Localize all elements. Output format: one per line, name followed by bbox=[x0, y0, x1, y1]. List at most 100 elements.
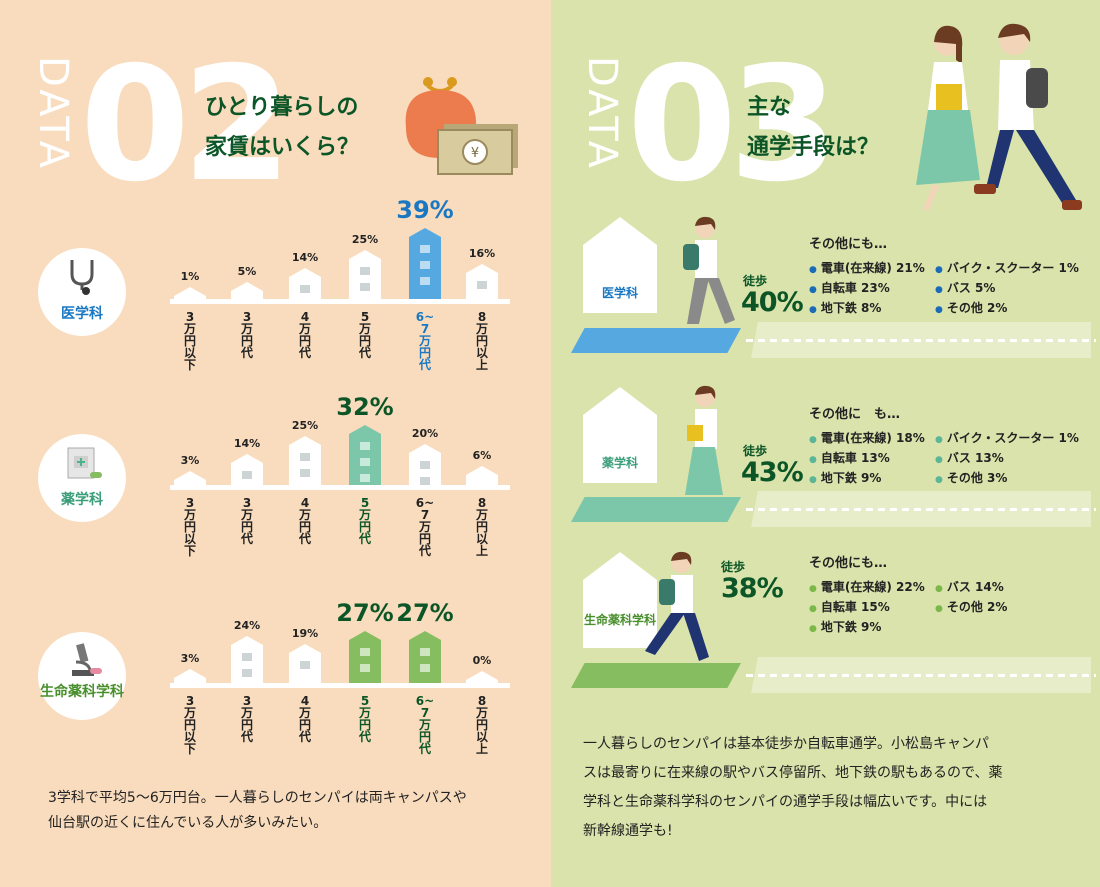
bar-window bbox=[360, 473, 370, 482]
other-transport-item: 地下鉄 9% bbox=[809, 618, 882, 635]
bar-roof bbox=[466, 264, 498, 274]
bar-roof bbox=[349, 424, 381, 434]
walking-students-illustration bbox=[916, 23, 1082, 212]
other-transport-item: 電車(在来線) 22% bbox=[809, 578, 925, 595]
category-label: 5万円代 bbox=[358, 496, 371, 546]
bar-value-label: 39% bbox=[396, 195, 454, 224]
walking-student-illustration bbox=[645, 551, 709, 661]
bar-body bbox=[174, 480, 206, 485]
category-label: 8万円以上 bbox=[475, 310, 488, 372]
bar-value-label: 6% bbox=[472, 449, 492, 463]
bar-window bbox=[477, 281, 487, 290]
bar-body bbox=[409, 236, 441, 299]
bar-window bbox=[300, 469, 310, 477]
bar-body bbox=[289, 445, 321, 485]
bar-roof bbox=[349, 630, 381, 640]
transport-title-line1: 主な bbox=[747, 95, 792, 120]
bar-roof bbox=[466, 466, 498, 476]
bar bbox=[174, 471, 206, 887]
category-label: 3万円以下 bbox=[183, 694, 196, 756]
bar-roof bbox=[174, 471, 206, 481]
road bbox=[571, 497, 741, 522]
bar-value-label: 20% bbox=[411, 427, 439, 440]
category-label: 3万円代 bbox=[240, 310, 253, 360]
bar-window bbox=[300, 660, 310, 669]
dept-label: 薬学科 bbox=[61, 492, 103, 508]
category-label: 3万円代 bbox=[240, 496, 253, 546]
bar-window bbox=[242, 652, 252, 661]
category-label: 5万円代 bbox=[358, 310, 371, 360]
transport-desc-line4: 新幹線通学も! bbox=[583, 823, 673, 839]
bar bbox=[289, 267, 321, 887]
bar-value-label: 24% bbox=[233, 618, 261, 632]
rent-desc-line2: 仙台駅の近くに住んでいる人が多いみたい。 bbox=[48, 815, 328, 831]
bar-value-label: 16% bbox=[468, 247, 496, 261]
transport-dept-label: 生命薬科学科 bbox=[583, 613, 656, 627]
walking-student-illustration bbox=[683, 216, 735, 324]
bar bbox=[466, 466, 498, 887]
walk-percentage: 40% bbox=[741, 287, 804, 318]
bar-value-label: 3% bbox=[180, 454, 200, 468]
bar-body bbox=[466, 475, 498, 485]
bar-window bbox=[242, 470, 252, 479]
bar-window bbox=[360, 267, 370, 275]
dept-circle bbox=[38, 248, 126, 336]
bar-body bbox=[289, 276, 321, 299]
dept-building-icon bbox=[583, 387, 657, 483]
bar-value-label: 3% bbox=[180, 652, 200, 666]
transport-desc-line2: スは最寄りに在来線の駅やバス停留所、地下鉄の駅もあるので、薬 bbox=[583, 765, 1003, 781]
bar bbox=[409, 630, 441, 887]
others-heading: その他にも… bbox=[809, 556, 888, 571]
bar-value-label: 14% bbox=[291, 250, 319, 264]
category-label: 5万円代 bbox=[358, 694, 371, 744]
data-number: 03 bbox=[627, 33, 839, 217]
bar-body bbox=[174, 296, 206, 299]
others-heading: その他にも… bbox=[809, 237, 888, 252]
bar bbox=[349, 250, 381, 887]
walk-label: 徒歩 bbox=[721, 560, 746, 574]
road-dash-line bbox=[746, 508, 1096, 511]
bar-value-label: 32% bbox=[336, 392, 394, 421]
walk-label: 徒歩 bbox=[743, 274, 768, 288]
walking-student-illustration bbox=[685, 385, 723, 495]
bar-window bbox=[360, 457, 370, 466]
microscope-icon bbox=[72, 643, 102, 676]
others-heading: その他に も… bbox=[809, 407, 901, 422]
bar-value-label: 5% bbox=[237, 265, 257, 278]
bar-value-label: 25% bbox=[291, 419, 319, 432]
bar-roof bbox=[174, 669, 206, 679]
bar-body bbox=[174, 678, 206, 683]
bar bbox=[466, 264, 498, 887]
category-label: 4万円代 bbox=[298, 496, 311, 546]
bar bbox=[231, 635, 263, 887]
bar-roof bbox=[466, 671, 498, 680]
category-label: 3万円以下 bbox=[183, 310, 196, 372]
bar-body bbox=[349, 433, 381, 485]
rent-panel: DATA 02 ひとり暮らしの 家賃はいくら？ ¥ 医学科 1% 3万円以下 5% 3万… bbox=[0, 0, 551, 887]
bar-roof bbox=[349, 250, 381, 259]
other-transport-item: 地下鉄 8% bbox=[809, 299, 882, 316]
other-transport-item: その他 3% bbox=[935, 469, 1008, 486]
category-label: 6~7万円代 bbox=[415, 496, 435, 558]
bar bbox=[289, 643, 321, 887]
other-transport-item: バス 14% bbox=[935, 578, 1004, 595]
bar bbox=[231, 282, 263, 887]
svg-text:¥: ¥ bbox=[471, 146, 479, 161]
stethoscope-icon bbox=[70, 260, 94, 295]
other-transport-item: その他 2% bbox=[935, 598, 1008, 615]
transport-desc-line1: 一人暮らしのセンパイは基本徒歩か自転車通学。小松島キャンパ bbox=[583, 736, 989, 752]
category-label: 4万円代 bbox=[298, 310, 311, 360]
rent-description: 3学科で平均5〜6万円台。一人暮らしのセンパイは両キャンパスや 仙台駅の近くに住… bbox=[48, 786, 467, 836]
bar-window bbox=[360, 663, 370, 672]
bar-value-label: 19% bbox=[291, 626, 319, 640]
road-dash-line bbox=[746, 339, 1096, 342]
bar-body bbox=[289, 652, 321, 683]
medicine-box-icon bbox=[67, 447, 102, 479]
transport-dept-label: 医学科 bbox=[601, 286, 638, 300]
category-label: 8万円以上 bbox=[475, 694, 488, 756]
bar bbox=[466, 671, 498, 887]
category-label: 3万円代 bbox=[240, 694, 253, 744]
bar-value-label: 0% bbox=[472, 654, 492, 667]
bar-window bbox=[242, 668, 252, 677]
bar-value-label: 27% bbox=[396, 598, 454, 627]
